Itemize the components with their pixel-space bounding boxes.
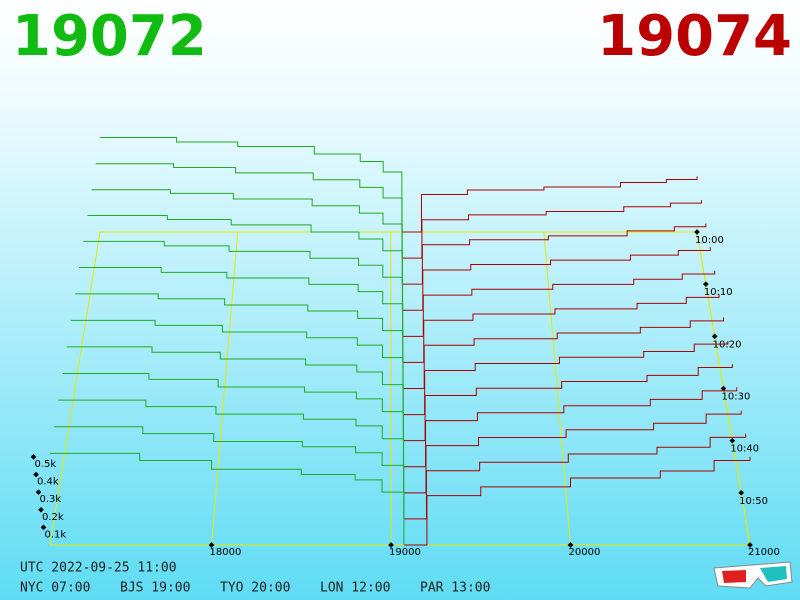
time-tick-label: 10:40	[730, 444, 759, 455]
depth-line	[402, 223, 707, 285]
depth-line	[91, 189, 403, 285]
y-tick-label: 0.2k	[42, 512, 64, 523]
depth-line	[402, 270, 716, 337]
depth-line	[100, 137, 403, 232]
3d-glasses-button[interactable]	[713, 561, 793, 589]
depth-line	[95, 163, 403, 259]
depth-line	[75, 293, 404, 389]
depth-line	[66, 346, 404, 441]
footer-time: LON 12:00	[320, 581, 390, 596]
depth-line	[54, 426, 405, 519]
y-tick-label: 0.5k	[35, 459, 57, 470]
depth-line	[402, 200, 702, 259]
tick-mark	[720, 385, 727, 392]
depth-line	[403, 387, 738, 468]
time-tick-label: 10:30	[722, 392, 751, 403]
tick-mark	[388, 542, 394, 548]
footer-time: BJS 19:00	[120, 581, 190, 596]
tick-mark	[729, 437, 736, 444]
plot: 18000 19000 20000 21000 10:00 10:10 10:20 10:30…	[30, 137, 780, 558]
depth-line	[87, 215, 403, 311]
tick-mark	[40, 524, 47, 531]
best-bid: 19072	[12, 4, 207, 69]
depth-line	[404, 456, 751, 546]
depth-line	[83, 240, 404, 337]
tick-mark	[747, 542, 753, 548]
x-tick-label: 19000	[389, 547, 421, 558]
depth-line	[402, 176, 698, 233]
best-ask: 19074	[597, 4, 792, 69]
footer-time: NYC 07:00	[20, 581, 90, 596]
footer-time: UTC 2022-09-25 11:00	[20, 561, 177, 576]
depth-line	[403, 317, 724, 389]
x-tick-label: 18000	[210, 547, 242, 558]
footer-time: TYO 20:00	[220, 581, 290, 596]
tick-mark	[208, 542, 215, 548]
depth-line	[404, 433, 747, 520]
x-tick-label: 21000	[748, 547, 780, 558]
tick-mark	[711, 333, 718, 340]
depth-line	[62, 372, 404, 467]
y-tick-label: 0.1k	[45, 529, 67, 540]
y-tick-label: 0.4k	[37, 477, 59, 488]
grid-line	[211, 231, 239, 546]
depth-line	[50, 452, 405, 545]
tick-mark	[567, 542, 574, 548]
tick-mark	[738, 490, 744, 496]
y-tick-label: 0.3k	[40, 494, 62, 505]
depth-line	[402, 247, 711, 311]
depth-line	[58, 399, 405, 493]
time-tick-label: 10:10	[704, 287, 733, 298]
depth-line	[403, 410, 742, 494]
time-tick-label: 10:50	[739, 496, 768, 507]
depth-line	[403, 364, 733, 442]
depth-line	[79, 266, 404, 363]
depth-line	[403, 294, 720, 363]
depth-line	[403, 340, 729, 416]
tick-mark	[703, 281, 709, 287]
time-tick-label: 10:00	[695, 235, 724, 246]
x-tick-label: 20000	[569, 547, 601, 558]
depth-line	[70, 319, 404, 415]
tick-mark	[694, 229, 700, 235]
time-tick-label: 10:20	[713, 339, 742, 350]
footer-time: PAR 13:00	[420, 581, 490, 596]
